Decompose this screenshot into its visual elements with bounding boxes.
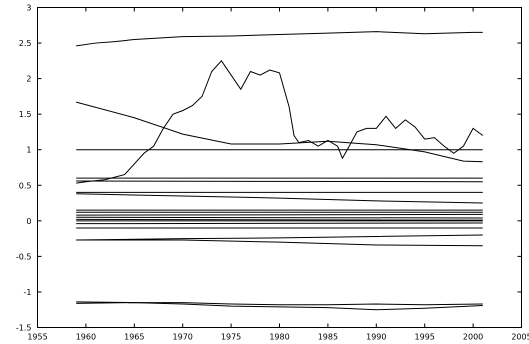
series-line-18 <box>76 239 483 247</box>
axis-ticks <box>37 7 522 328</box>
x-tick-label: 1995 <box>415 333 435 342</box>
plot-frame <box>37 7 522 328</box>
y-tick-label: -1 <box>24 288 32 297</box>
x-tick-label: 1955 <box>27 333 47 342</box>
y-tick-label: -0.5 <box>16 252 32 261</box>
x-tick-label: 1965 <box>124 333 144 342</box>
x-axis-tick-labels: 1955 1960 1965 1970 1975 1980 1985 1990 1995 2000… <box>27 333 529 342</box>
x-tick-label: 2000 <box>463 333 483 342</box>
y-tick-label: 1 <box>26 146 31 155</box>
series-line-3 <box>76 101 483 163</box>
series-lines <box>76 31 484 311</box>
series-line-12 <box>76 216 483 219</box>
y-axis-tick-labels: -1.5 -1 -0.5 0 0.5 1 1.5 2 2.5 3 <box>16 4 32 333</box>
series-line-6 <box>76 180 483 183</box>
series-line-11 <box>76 213 483 216</box>
y-tick-label: 2 <box>26 75 31 84</box>
series-line-1 <box>76 31 483 47</box>
y-tick-label: 2.5 <box>19 39 32 48</box>
series-line-20 <box>76 302 483 311</box>
x-tick-label: 1960 <box>76 333 96 342</box>
y-tick-label: 3 <box>26 4 31 13</box>
series-line-8 <box>76 193 483 204</box>
x-tick-label: 2005 <box>511 333 529 342</box>
x-tick-label: 1985 <box>318 333 338 342</box>
x-tick-label: 1990 <box>366 333 386 342</box>
series-line-2 <box>76 60 484 184</box>
series-line-15 <box>76 222 483 225</box>
series-line-17 <box>76 234 483 241</box>
x-tick-label: 1970 <box>173 333 193 342</box>
x-tick-label: 1975 <box>221 333 241 342</box>
y-tick-label: 1.5 <box>19 110 32 119</box>
series-line-13 <box>76 218 483 221</box>
x-tick-label: 1980 <box>269 333 289 342</box>
y-tick-label: -1.5 <box>16 324 32 333</box>
y-tick-label: 0 <box>26 217 31 226</box>
y-tick-label: 0.5 <box>19 181 32 190</box>
